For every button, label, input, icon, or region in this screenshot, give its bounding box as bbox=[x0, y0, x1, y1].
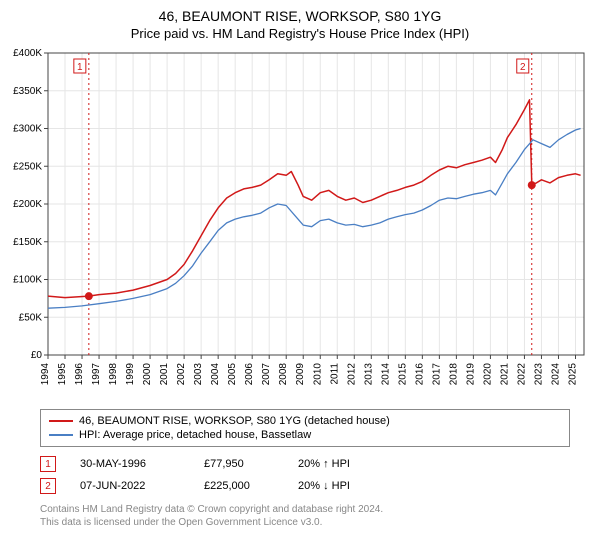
svg-text:2024: 2024 bbox=[550, 363, 561, 386]
svg-text:2002: 2002 bbox=[176, 363, 187, 386]
svg-text:£350K: £350K bbox=[13, 86, 42, 97]
title-sub: Price paid vs. HM Land Registry's House … bbox=[0, 26, 600, 41]
legend-label: 46, BEAUMONT RISE, WORKSOP, S80 1YG (det… bbox=[79, 415, 390, 427]
marker-price: £77,950 bbox=[204, 458, 274, 470]
footer: Contains HM Land Registry data © Crown c… bbox=[40, 503, 570, 529]
svg-text:2016: 2016 bbox=[414, 363, 425, 386]
svg-text:2023: 2023 bbox=[533, 363, 544, 386]
title-main: 46, BEAUMONT RISE, WORKSOP, S80 1YG bbox=[0, 8, 600, 24]
svg-text:2007: 2007 bbox=[261, 363, 272, 386]
svg-text:1997: 1997 bbox=[91, 363, 102, 386]
legend-item: HPI: Average price, detached house, Bass… bbox=[49, 428, 561, 442]
svg-text:2009: 2009 bbox=[295, 363, 306, 386]
svg-text:£100K: £100K bbox=[13, 275, 42, 286]
svg-text:2025: 2025 bbox=[567, 363, 578, 386]
svg-text:2013: 2013 bbox=[363, 363, 374, 386]
sale-markers-table: 1 30-MAY-1996 £77,950 20% ↑ HPI 2 07-JUN… bbox=[40, 453, 570, 497]
svg-text:£250K: £250K bbox=[13, 161, 42, 172]
legend-item: 46, BEAUMONT RISE, WORKSOP, S80 1YG (det… bbox=[49, 414, 561, 428]
svg-text:2003: 2003 bbox=[193, 363, 204, 386]
svg-text:2001: 2001 bbox=[159, 363, 170, 386]
svg-text:2: 2 bbox=[520, 62, 526, 73]
chart-titles: 46, BEAUMONT RISE, WORKSOP, S80 1YG Pric… bbox=[0, 0, 600, 45]
svg-text:2017: 2017 bbox=[431, 363, 442, 386]
svg-text:1994: 1994 bbox=[40, 363, 51, 386]
svg-text:1995: 1995 bbox=[57, 363, 68, 386]
svg-text:2022: 2022 bbox=[516, 363, 527, 386]
svg-text:£0: £0 bbox=[31, 350, 43, 361]
chart: £0 £50K £100K £150K £200K £250K £300K £350K £400… bbox=[0, 45, 600, 405]
footer-line: Contains HM Land Registry data © Crown c… bbox=[40, 503, 570, 516]
marker-price: £225,000 bbox=[204, 480, 274, 492]
svg-text:2020: 2020 bbox=[482, 363, 493, 386]
svg-text:2006: 2006 bbox=[244, 363, 255, 386]
svg-text:2011: 2011 bbox=[329, 363, 340, 385]
svg-text:2014: 2014 bbox=[380, 363, 391, 386]
marker-num: 1 bbox=[45, 459, 51, 470]
svg-text:2004: 2004 bbox=[210, 363, 221, 386]
footer-line: This data is licensed under the Open Gov… bbox=[40, 516, 570, 529]
legend-swatch bbox=[49, 420, 73, 422]
svg-text:£400K: £400K bbox=[13, 48, 42, 59]
svg-text:2000: 2000 bbox=[142, 363, 153, 386]
marker-pct: 20% ↑ HPI bbox=[298, 458, 388, 470]
svg-text:£200K: £200K bbox=[13, 199, 42, 210]
svg-text:2018: 2018 bbox=[448, 363, 459, 386]
chart-svg: £0 £50K £100K £150K £200K £250K £300K £350K £400… bbox=[0, 45, 600, 405]
marker-badge: 2 bbox=[40, 478, 56, 494]
marker-badge: 1 bbox=[40, 456, 56, 472]
svg-text:1996: 1996 bbox=[74, 363, 85, 386]
legend: 46, BEAUMONT RISE, WORKSOP, S80 1YG (det… bbox=[40, 409, 570, 447]
marker-row: 2 07-JUN-2022 £225,000 20% ↓ HPI bbox=[40, 475, 570, 497]
legend-swatch bbox=[49, 434, 73, 436]
svg-text:2005: 2005 bbox=[227, 363, 238, 386]
marker-row: 1 30-MAY-1996 £77,950 20% ↑ HPI bbox=[40, 453, 570, 475]
svg-text:2021: 2021 bbox=[499, 363, 510, 386]
svg-text:1: 1 bbox=[77, 62, 83, 73]
svg-text:2019: 2019 bbox=[465, 363, 476, 386]
svg-text:2008: 2008 bbox=[278, 363, 289, 386]
svg-text:£150K: £150K bbox=[13, 237, 42, 248]
svg-text:2010: 2010 bbox=[312, 363, 323, 386]
marker-date: 07-JUN-2022 bbox=[80, 480, 180, 492]
svg-text:2012: 2012 bbox=[346, 363, 357, 386]
marker-num: 2 bbox=[45, 481, 51, 492]
svg-text:1999: 1999 bbox=[125, 363, 136, 386]
legend-label: HPI: Average price, detached house, Bass… bbox=[79, 429, 311, 441]
marker-date: 30-MAY-1996 bbox=[80, 458, 180, 470]
svg-text:£300K: £300K bbox=[13, 124, 42, 135]
svg-text:£50K: £50K bbox=[19, 312, 43, 323]
marker-pct: 20% ↓ HPI bbox=[298, 480, 388, 492]
svg-text:2015: 2015 bbox=[397, 363, 408, 386]
svg-text:1998: 1998 bbox=[108, 363, 119, 386]
